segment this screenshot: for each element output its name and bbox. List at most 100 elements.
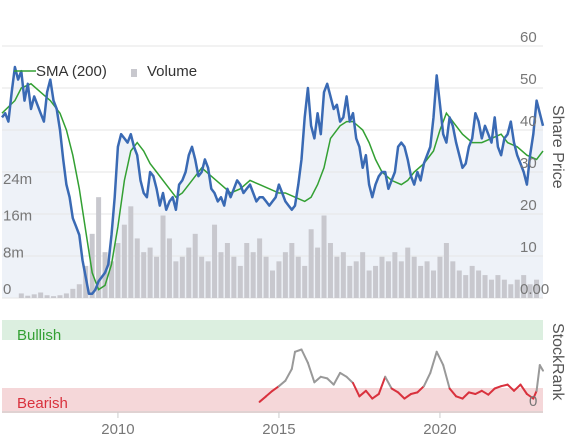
stockrank-segment: [290, 350, 296, 370]
volume-bar: [282, 252, 288, 298]
volume-bar: [521, 275, 527, 298]
volume-bar: [398, 261, 404, 298]
volume-bar: [334, 256, 340, 298]
volume-bar: [405, 247, 411, 298]
stockrank-segment: [435, 350, 445, 367]
volume-bar: [173, 261, 179, 298]
volume-bar: [289, 243, 295, 298]
legend: SMA (200) Volume: [14, 63, 197, 80]
stockrank-segment: [377, 375, 387, 395]
volume-bar: [476, 270, 482, 298]
price-line-layer: [1, 65, 545, 296]
stockrank-segment: [513, 383, 522, 392]
price-axis-tick-label: 10: [520, 239, 537, 256]
stockrank-segment: [448, 387, 458, 398]
stockrank-segment: [364, 389, 374, 400]
volume-bar: [431, 270, 437, 298]
volume-axis-tick-label: 0: [3, 281, 11, 298]
stockrank-segment: [538, 364, 544, 372]
volume-bar: [96, 197, 102, 298]
volume-bar: [495, 275, 501, 298]
stockrank-segment: [352, 382, 361, 398]
volume-bar: [205, 261, 211, 298]
volume-bar: [128, 206, 134, 298]
volume-bar: [102, 252, 108, 298]
volume-bar: [18, 293, 24, 298]
volume-bar: [51, 296, 57, 298]
volume-bar: [154, 256, 160, 298]
volume-bars: [18, 197, 540, 298]
stockrank-segment: [403, 393, 412, 400]
volume-bar: [31, 294, 37, 298]
volume-bar: [199, 256, 205, 298]
stockrank-line-layer: [258, 348, 544, 403]
stockrank-segment: [493, 385, 503, 390]
volume-bar: [488, 279, 494, 298]
volume-bar: [38, 292, 44, 298]
volume-bar: [327, 243, 333, 298]
stockrank-segment: [461, 391, 470, 400]
volume-bar: [160, 215, 166, 298]
bearish-zone-label: Bearish: [17, 395, 68, 412]
volume-bar: [463, 275, 469, 298]
volume-bar: [224, 243, 230, 298]
volume-bar: [244, 243, 250, 298]
volume-bar: [57, 295, 63, 298]
volume-bar: [508, 284, 514, 298]
stockrank-segment: [519, 383, 528, 395]
price-axis-tick-label: 20: [520, 197, 537, 214]
volume-bar: [424, 261, 430, 298]
volume-axis-tick-label: 8m: [3, 244, 24, 261]
stockrank-segment: [384, 375, 393, 390]
stockrank-segment: [358, 389, 367, 398]
volume-bar: [302, 265, 308, 298]
price-axis-tick-label: 60: [520, 29, 537, 46]
volume-bar: [534, 279, 540, 298]
volume-bar: [443, 243, 449, 298]
stockrank-segment: [265, 389, 274, 398]
x-axis-tick-label: 2010: [101, 421, 134, 438]
volume-bar: [166, 238, 172, 298]
volume-bar: [308, 229, 314, 298]
share-price-axis-title: Share Price: [549, 105, 566, 189]
stockrank-segment: [429, 350, 438, 374]
stockrank-panel: Bullish Bearish 0 StockRank: [2, 320, 566, 413]
volume-bar: [134, 238, 140, 298]
legend-sma-label: SMA (200): [36, 63, 107, 80]
stockrank-segment: [410, 391, 419, 395]
stockrank-segment: [306, 361, 316, 384]
volume-bar: [212, 224, 218, 298]
volume-bar: [514, 279, 520, 298]
stockrank-segment: [467, 391, 477, 395]
volume-bar: [231, 256, 237, 298]
bullish-zone: [2, 320, 543, 340]
price-axis-tick-label: 0.00: [520, 281, 549, 298]
stockrank-segment: [277, 379, 287, 388]
price-axis-tick-label: 50: [520, 71, 537, 88]
volume-bar: [385, 261, 391, 298]
volume-bar: [418, 265, 424, 298]
volume-bar: [263, 256, 269, 298]
volume-bar: [237, 265, 243, 298]
volume-bar: [379, 256, 385, 298]
volume-bar: [89, 233, 95, 298]
volume-bar: [76, 284, 82, 298]
stockrank-segment: [474, 389, 483, 395]
x-axis-tick-label: 2015: [262, 421, 295, 438]
x-axis-ticks: 2010 2015 2020: [101, 412, 457, 438]
stockrank-segment: [332, 371, 342, 386]
volume-bar: [360, 252, 366, 298]
volume-bar: [25, 295, 31, 298]
stockrank-segment: [455, 395, 464, 400]
volume-bar: [315, 247, 321, 298]
volume-bar: [147, 247, 153, 298]
sma-line: [1, 82, 544, 291]
volume-bar: [44, 295, 50, 298]
bullish-zone-label: Bullish: [17, 327, 61, 344]
volume-bar: [450, 261, 456, 298]
stockrank-segment: [397, 391, 406, 400]
volume-bar: [353, 261, 359, 298]
stockrank-segment: [487, 387, 496, 396]
x-axis-tick-label: 2020: [423, 421, 456, 438]
